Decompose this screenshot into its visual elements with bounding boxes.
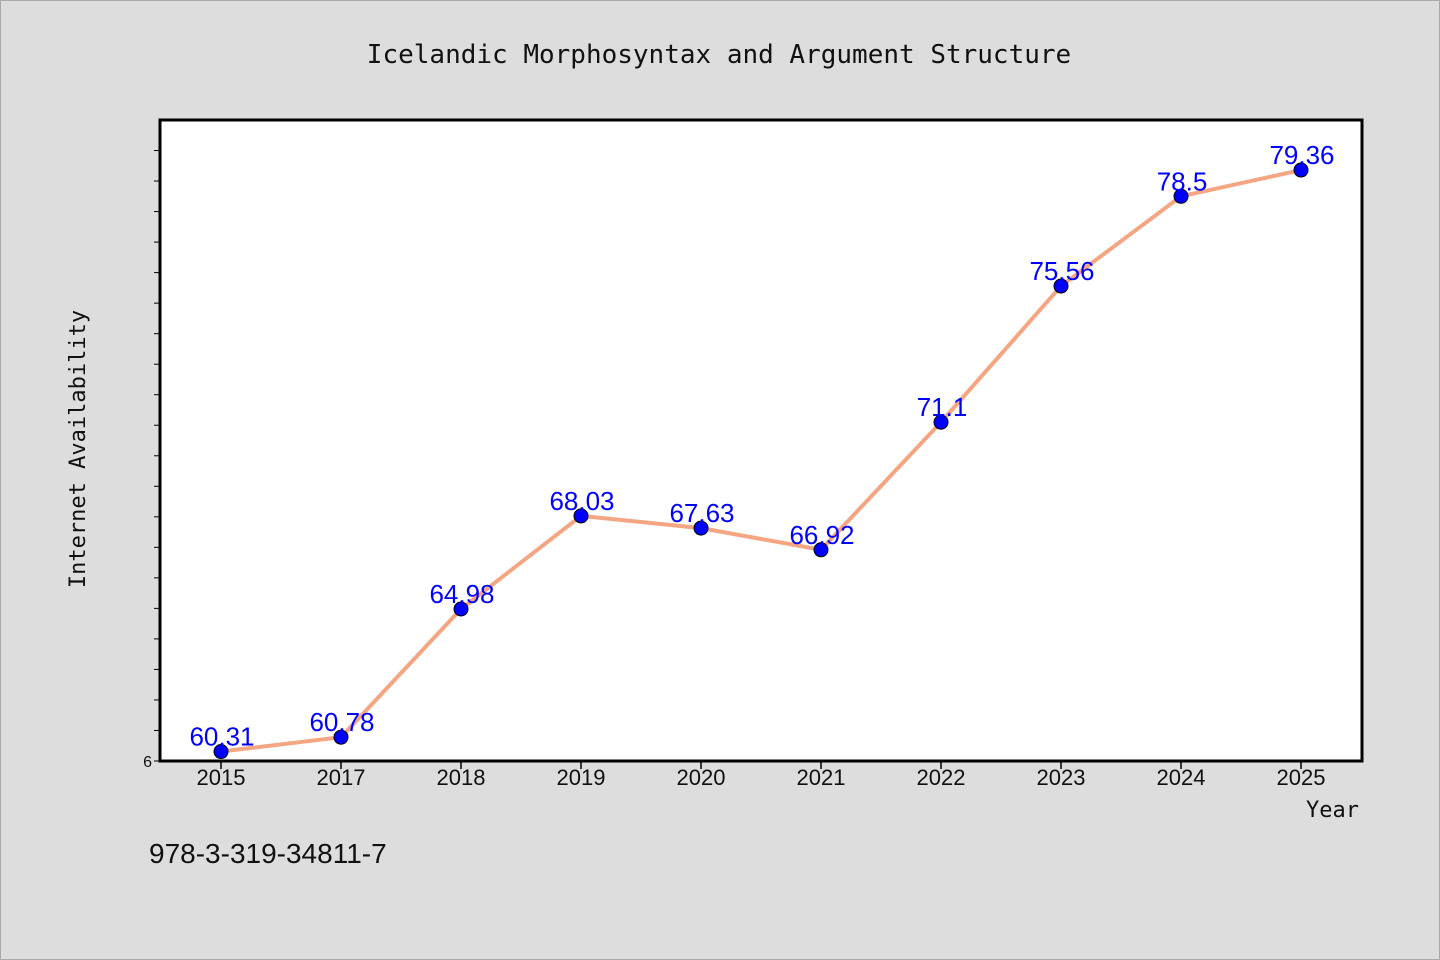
data-point-marker — [1173, 188, 1189, 204]
x-tick-label: 2021 — [797, 765, 846, 790]
data-point-marker — [1293, 162, 1309, 178]
data-point-marker — [1053, 278, 1069, 294]
data-point-marker — [333, 729, 349, 745]
isbn-footer: 978-3-319-34811-7 — [149, 838, 387, 869]
y-tick-label: 6 — [143, 754, 152, 771]
data-label: 75.56 — [1029, 256, 1094, 286]
y-axis-ticks: 6 — [143, 150, 160, 771]
data-label: 60.31 — [189, 722, 254, 752]
data-point-marker — [453, 601, 469, 617]
y-axis-title: Internet Availability — [66, 310, 91, 588]
data-label: 78.5 — [1157, 166, 1208, 196]
data-label: 79.36 — [1269, 140, 1334, 170]
x-tick-label: 2020 — [677, 765, 726, 790]
x-axis-title: Year — [1306, 798, 1359, 823]
data-point-marker — [213, 744, 229, 760]
data-point-marker — [573, 508, 589, 524]
x-tick-label: 2015 — [197, 765, 246, 790]
x-tick-label: 2023 — [1037, 765, 1086, 790]
data-label: 66.92 — [789, 520, 854, 550]
data-label: 64.98 — [429, 579, 494, 609]
x-tick-label: 2019 — [557, 765, 606, 790]
x-tick-label: 2024 — [1157, 765, 1206, 790]
series-line — [219, 168, 1303, 754]
data-point-marker — [933, 414, 949, 430]
series-layer: 60.31 60.78 64.98 68.03 67.63 66.92 71.1 75.56 7… — [189, 140, 1335, 760]
data-point-marker — [813, 542, 829, 558]
chart-title: Icelandic Morphosyntax and Argument Stru… — [367, 40, 1071, 70]
data-label: 60.78 — [309, 707, 374, 737]
x-tick-label: 2025 — [1277, 765, 1326, 790]
data-point-marker — [693, 520, 709, 536]
data-label: 71.1 — [917, 392, 968, 422]
plot-area — [158, 118, 1364, 763]
x-tick-label: 2017 — [317, 765, 366, 790]
x-tick-label: 2018 — [437, 765, 486, 790]
x-axis-ticks: 2015 2017 2018 2019 2020 2021 2022 2023 2024 2025 — [197, 761, 1326, 790]
data-label: 67.63 — [669, 498, 734, 528]
x-tick-label: 2022 — [917, 765, 966, 790]
data-label: 68.03 — [549, 486, 614, 516]
